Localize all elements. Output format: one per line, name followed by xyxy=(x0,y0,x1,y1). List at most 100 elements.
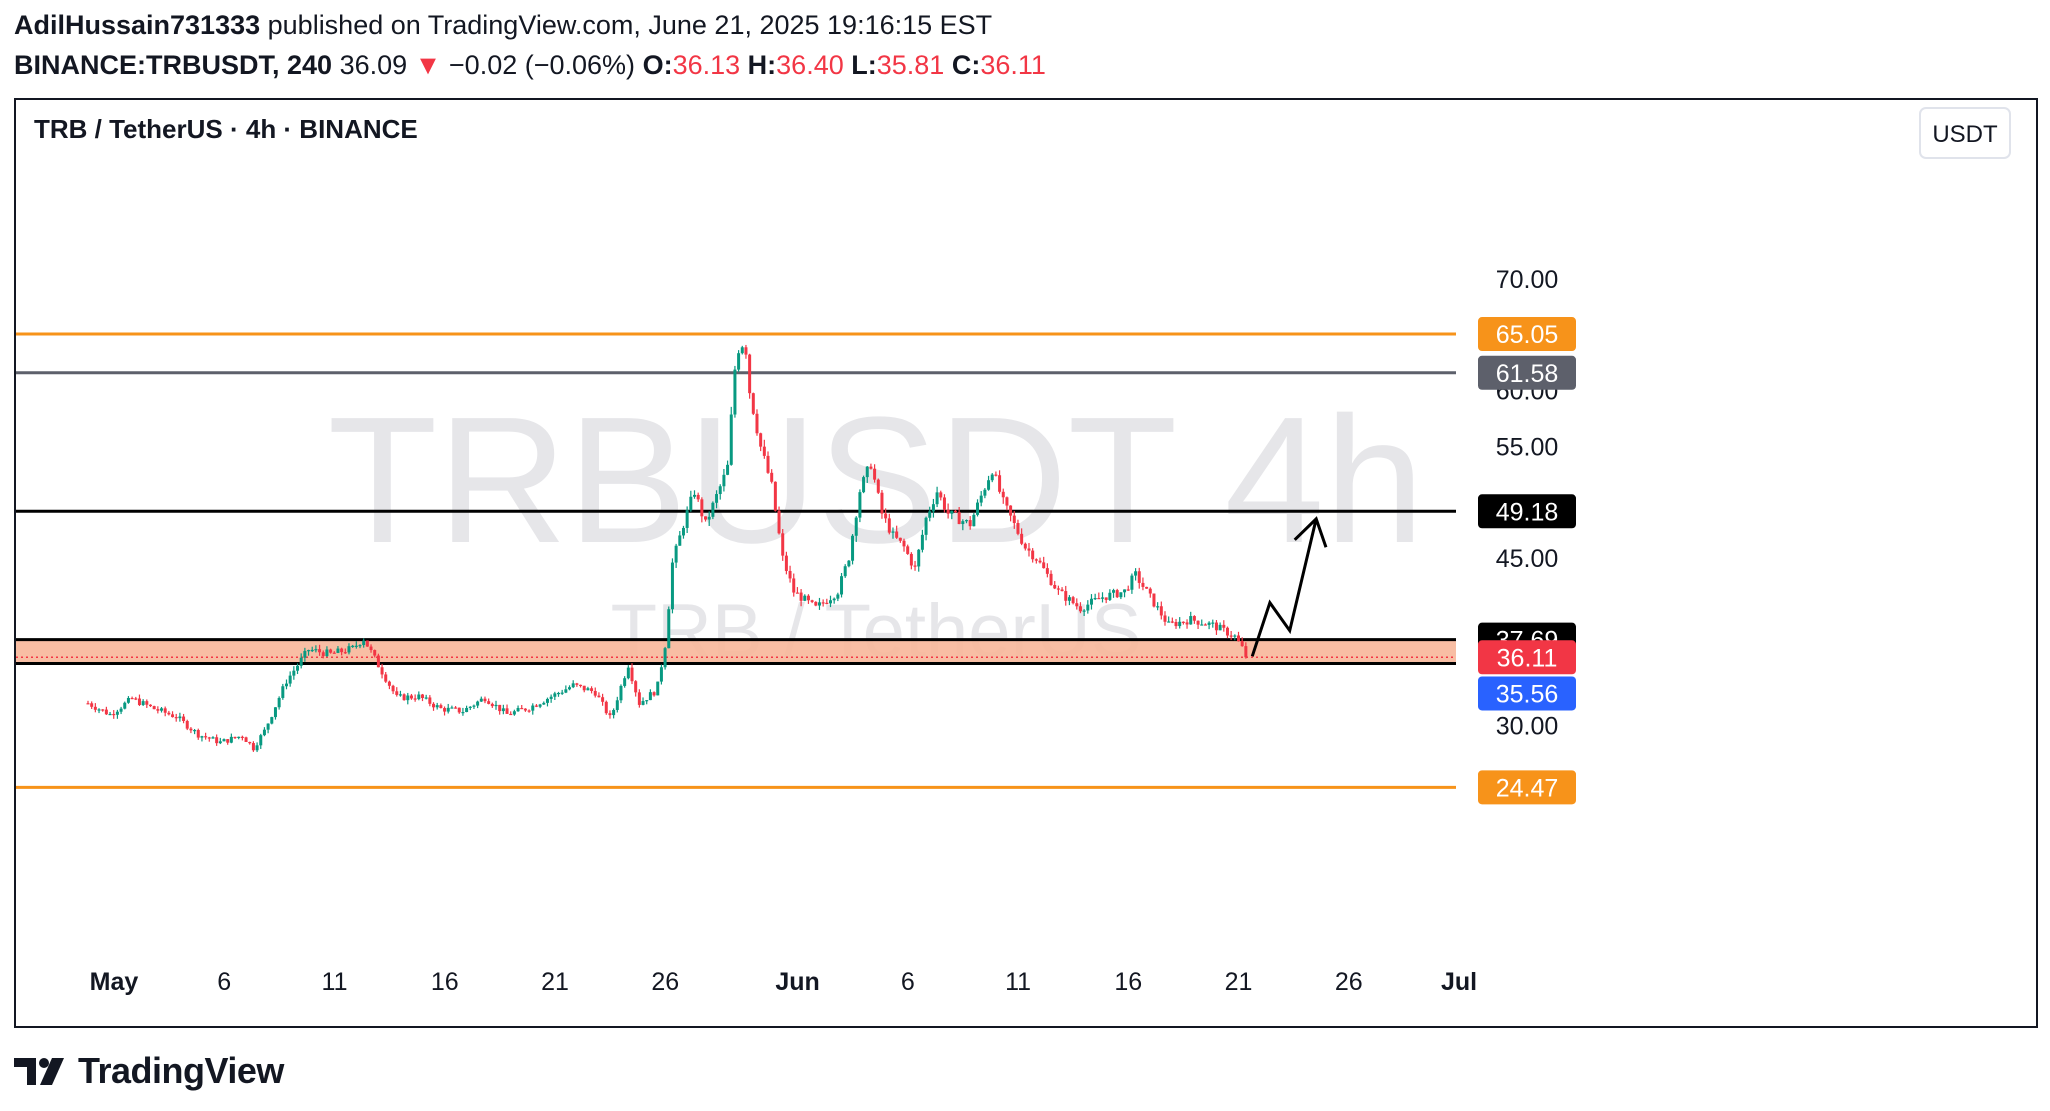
candle[interactable] xyxy=(795,587,799,594)
candle[interactable] xyxy=(1123,589,1127,598)
candle[interactable] xyxy=(696,492,700,502)
candle[interactable] xyxy=(549,694,553,703)
candle[interactable] xyxy=(733,365,737,418)
candle[interactable] xyxy=(553,691,557,700)
candle[interactable] xyxy=(413,694,417,702)
candle[interactable] xyxy=(847,560,851,568)
candle[interactable] xyxy=(575,682,579,687)
candle[interactable] xyxy=(160,706,164,713)
candle[interactable] xyxy=(1027,542,1031,557)
candle[interactable] xyxy=(299,653,303,669)
candle[interactable] xyxy=(711,501,715,520)
candle[interactable] xyxy=(406,692,410,705)
candle[interactable] xyxy=(898,537,902,543)
candle[interactable] xyxy=(1031,548,1035,563)
candlestick-chart[interactable]: TRBUSDT 4h TRB / TetherUS 30.00 45.00 55.0… xyxy=(16,100,2036,1026)
candle[interactable] xyxy=(215,734,219,746)
candle[interactable] xyxy=(869,463,873,470)
candle[interactable] xyxy=(843,564,847,578)
candle[interactable] xyxy=(851,534,855,565)
candle[interactable] xyxy=(244,736,248,743)
candle[interactable] xyxy=(615,696,619,713)
candle[interactable] xyxy=(505,704,509,714)
candle[interactable] xyxy=(119,706,123,715)
candle[interactable] xyxy=(248,741,252,745)
candle[interactable] xyxy=(270,716,274,725)
candle[interactable] xyxy=(446,703,450,714)
candle[interactable] xyxy=(332,651,336,654)
candle[interactable] xyxy=(167,710,171,716)
candle[interactable] xyxy=(766,451,770,474)
candle[interactable] xyxy=(1185,619,1189,629)
candle[interactable] xyxy=(1001,488,1005,504)
candle[interactable] xyxy=(1189,611,1193,625)
candle[interactable] xyxy=(740,345,744,355)
candle[interactable] xyxy=(582,685,586,693)
candle[interactable] xyxy=(1086,600,1090,614)
candle[interactable] xyxy=(814,601,818,607)
candle[interactable] xyxy=(240,735,244,741)
candle[interactable] xyxy=(928,506,932,522)
candle[interactable] xyxy=(608,710,612,719)
candle[interactable] xyxy=(755,409,759,436)
candle[interactable] xyxy=(1203,623,1207,626)
candle[interactable] xyxy=(652,691,656,697)
candle[interactable] xyxy=(806,594,810,604)
candle[interactable] xyxy=(273,707,277,720)
candle[interactable] xyxy=(542,701,546,705)
candle[interactable] xyxy=(840,572,844,598)
candle[interactable] xyxy=(1071,595,1075,605)
candle[interactable] xyxy=(913,560,917,571)
candle[interactable] xyxy=(277,696,281,710)
candle[interactable] xyxy=(1163,611,1167,626)
candle[interactable] xyxy=(1200,619,1204,626)
candle[interactable] xyxy=(494,700,498,710)
candle[interactable] xyxy=(759,432,763,452)
candle[interactable] xyxy=(884,508,888,523)
candle[interactable] xyxy=(483,696,487,704)
candle[interactable] xyxy=(1023,542,1027,551)
candle[interactable] xyxy=(895,525,899,539)
candle[interactable] xyxy=(674,543,678,568)
candle[interactable] xyxy=(994,471,998,477)
candle[interactable] xyxy=(590,686,594,694)
candle[interactable] xyxy=(454,706,458,709)
candle[interactable] xyxy=(512,709,516,716)
currency-button[interactable]: USDT xyxy=(1919,107,2011,159)
candle[interactable] xyxy=(1020,528,1024,546)
candle[interactable] xyxy=(439,703,443,709)
candle[interactable] xyxy=(134,696,138,701)
candle[interactable] xyxy=(443,706,447,716)
candle[interactable] xyxy=(237,736,241,740)
candle[interactable] xyxy=(1237,631,1241,642)
candle[interactable] xyxy=(126,696,130,704)
candle[interactable] xyxy=(788,565,792,583)
candle[interactable] xyxy=(825,598,829,605)
candle[interactable] xyxy=(435,702,439,710)
candle[interactable] xyxy=(1170,617,1174,624)
candle[interactable] xyxy=(1130,573,1134,594)
candle[interactable] xyxy=(432,702,436,711)
candle[interactable] xyxy=(343,648,347,654)
candle[interactable] xyxy=(310,646,314,653)
candle[interactable] xyxy=(90,701,94,709)
candle[interactable] xyxy=(1240,637,1244,647)
forecast-path[interactable] xyxy=(1250,518,1318,657)
candle[interactable] xyxy=(255,742,259,753)
candle[interactable] xyxy=(545,697,549,707)
candle[interactable] xyxy=(579,684,583,688)
candle[interactable] xyxy=(479,696,483,702)
candle[interactable] xyxy=(781,529,785,561)
candle[interactable] xyxy=(347,643,351,655)
candle[interactable] xyxy=(498,704,502,715)
candle[interactable] xyxy=(1097,592,1101,600)
candle[interactable] xyxy=(876,478,880,494)
candle[interactable] xyxy=(641,697,645,706)
candle[interactable] xyxy=(314,645,318,653)
candle[interactable] xyxy=(196,728,200,740)
candle[interactable] xyxy=(858,489,862,523)
candle[interactable] xyxy=(104,706,108,715)
candle[interactable] xyxy=(1056,585,1060,595)
candle[interactable] xyxy=(1244,642,1248,659)
candle[interactable] xyxy=(832,597,836,604)
